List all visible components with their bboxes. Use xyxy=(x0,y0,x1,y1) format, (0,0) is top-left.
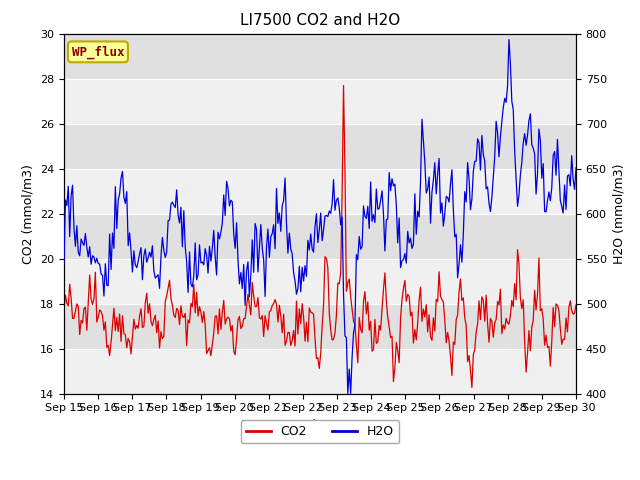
Y-axis label: H2O (mmol/m3): H2O (mmol/m3) xyxy=(612,163,625,264)
Bar xyxy=(64,303,576,348)
Bar xyxy=(64,259,576,303)
Bar xyxy=(64,214,576,259)
Bar xyxy=(64,348,576,394)
Title: LI7500 CO2 and H2O: LI7500 CO2 and H2O xyxy=(240,13,400,28)
Y-axis label: CO2 (mmol/m3): CO2 (mmol/m3) xyxy=(22,164,35,264)
Bar xyxy=(64,34,576,79)
Bar xyxy=(64,79,576,123)
Legend: CO2, H2O: CO2, H2O xyxy=(241,420,399,443)
Text: WP_flux: WP_flux xyxy=(72,45,124,59)
Bar xyxy=(64,168,576,214)
X-axis label: Time: Time xyxy=(305,419,335,432)
Bar xyxy=(64,123,576,168)
